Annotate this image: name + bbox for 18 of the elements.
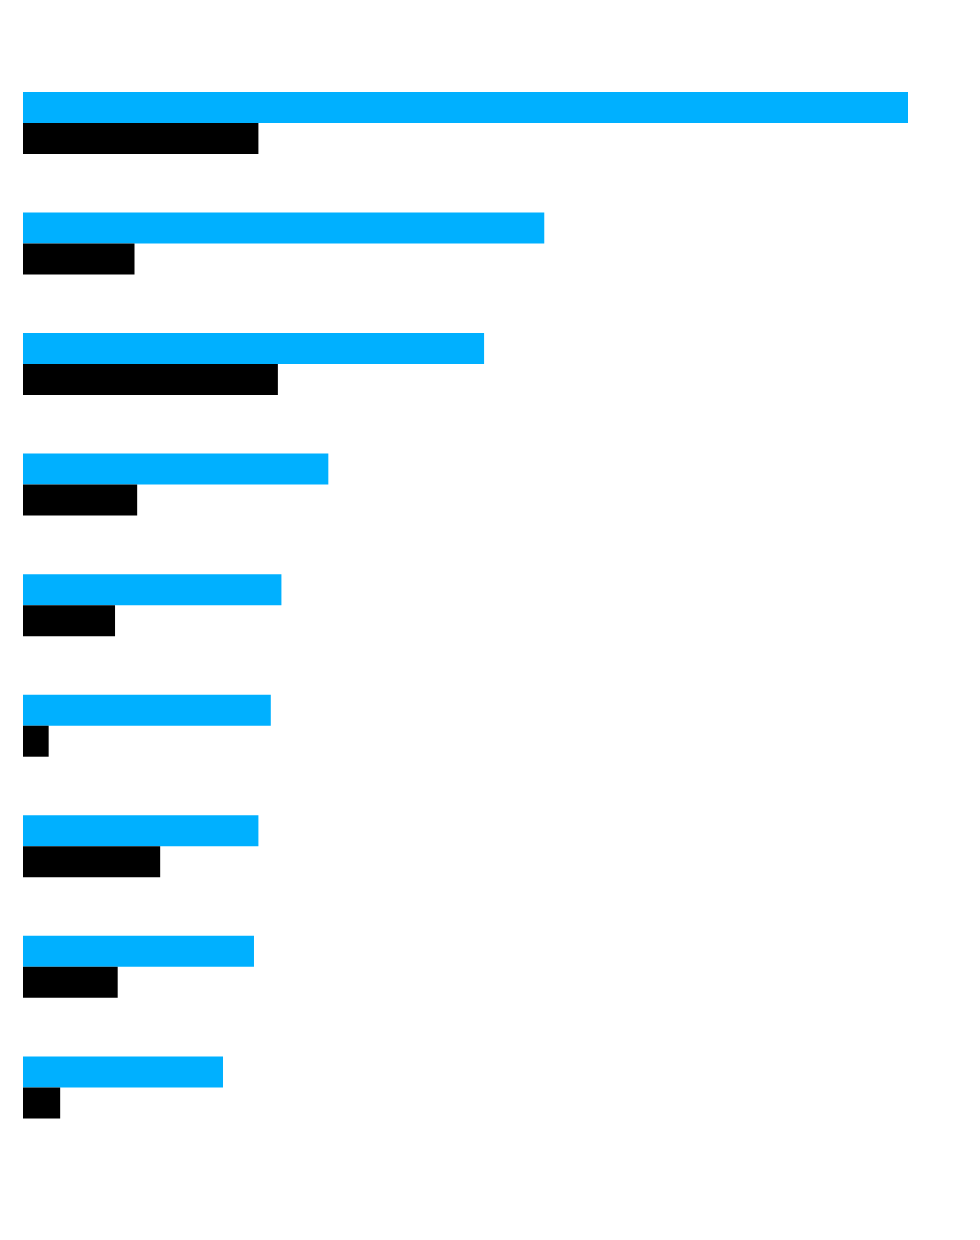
bar bbox=[23, 212, 545, 244]
bar bbox=[23, 243, 135, 275]
bar bbox=[23, 694, 271, 726]
bar bbox=[23, 605, 116, 637]
bar bbox=[23, 1056, 224, 1088]
bar bbox=[23, 122, 259, 154]
bar bbox=[23, 935, 254, 967]
bar bbox=[23, 966, 118, 998]
bar bbox=[23, 91, 908, 123]
bar bbox=[23, 574, 282, 606]
bar bbox=[23, 846, 161, 878]
bar bbox=[23, 364, 278, 396]
bar bbox=[23, 815, 259, 847]
bar bbox=[23, 333, 485, 365]
bar bbox=[23, 725, 49, 757]
bar bbox=[23, 1087, 61, 1119]
bar bbox=[23, 484, 138, 516]
bar bbox=[23, 453, 329, 485]
